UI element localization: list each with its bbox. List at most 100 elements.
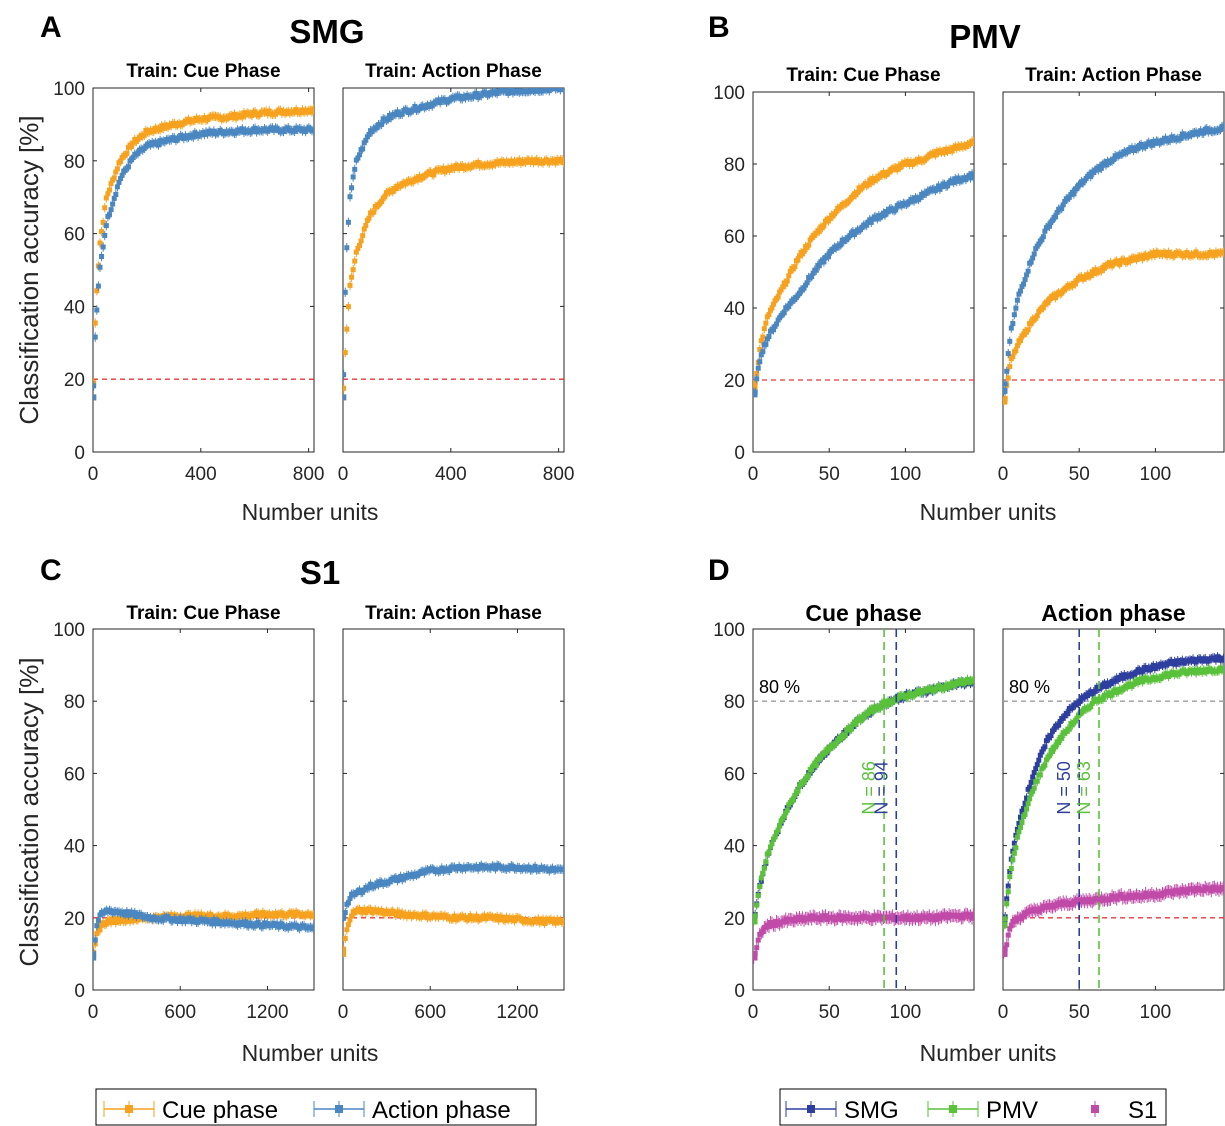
data-point [900, 914, 906, 920]
data-point [905, 694, 911, 700]
data-point [795, 788, 801, 794]
series-pmv [753, 674, 974, 926]
data-point [885, 209, 891, 215]
data-point [1011, 850, 1017, 856]
data-point [1167, 137, 1173, 143]
data-point [118, 176, 124, 182]
x-tick-label: 0 [338, 1002, 349, 1023]
data-point [1005, 375, 1011, 381]
data-point [129, 144, 135, 150]
panel-c-xlabel: Number units [242, 1040, 379, 1066]
data-point [209, 921, 215, 927]
data-point [93, 320, 98, 326]
data-point [350, 174, 356, 180]
data-point [1046, 223, 1052, 229]
x-tick-label: 0 [998, 464, 1009, 485]
y-tick-label: 0 [74, 443, 85, 464]
data-point [809, 916, 815, 922]
data-point [178, 915, 184, 921]
data-point [787, 268, 793, 274]
data-point [971, 911, 974, 917]
y-tick-label: 40 [724, 837, 745, 858]
data-point [1003, 916, 1008, 922]
data-point [1022, 800, 1028, 806]
data-point [1103, 683, 1109, 689]
data-point [303, 128, 309, 134]
y-tick-label: 100 [713, 83, 745, 104]
data-point [766, 312, 772, 318]
data-point [447, 868, 453, 874]
data-point [914, 913, 920, 919]
series-smg [1003, 652, 1224, 928]
data-point [1149, 253, 1155, 259]
data-point [111, 916, 117, 922]
data-point [1069, 283, 1075, 289]
x-tick-label: 50 [819, 464, 840, 485]
data-point [474, 90, 480, 96]
data-point [763, 859, 769, 865]
data-point [493, 866, 499, 872]
data-point [969, 171, 974, 177]
data-point [344, 245, 350, 251]
panel-c-title: S1 [300, 554, 340, 591]
data-point [355, 245, 361, 251]
subplot-title: Cue phase [805, 600, 921, 626]
y-tick-label: 40 [64, 837, 85, 858]
data-point [1034, 778, 1040, 784]
data-point [1092, 267, 1098, 273]
data-point [766, 334, 772, 340]
data-point [369, 129, 375, 135]
plot-area [753, 136, 974, 398]
y-tick-label: 40 [724, 299, 745, 320]
data-point [532, 88, 538, 94]
data-point [129, 909, 135, 915]
data-point [1211, 252, 1217, 258]
subplot-a-cue: Train: Cue Phase 0 20 40 60 80 100 0 400 800 [53, 61, 324, 485]
data-point [1028, 779, 1034, 785]
data-point [363, 222, 369, 228]
data-point [772, 834, 778, 840]
data-point [252, 923, 258, 929]
data-point [233, 130, 239, 136]
data-point [1204, 126, 1210, 132]
data-point [1010, 354, 1016, 360]
data-point [298, 110, 304, 116]
data-point [99, 229, 105, 235]
data-point [760, 334, 766, 340]
data-point [390, 189, 396, 195]
plot-area [343, 860, 564, 957]
data-point [1127, 258, 1133, 264]
data-point [507, 866, 513, 872]
data-point [1014, 343, 1020, 349]
data-point [1163, 135, 1169, 141]
data-point [754, 376, 760, 382]
data-point [1040, 305, 1046, 311]
data-point [343, 950, 347, 957]
x-tick-label: 1200 [246, 1002, 288, 1023]
data-point [908, 159, 914, 165]
data-point [1172, 252, 1178, 258]
data-point [190, 134, 196, 140]
data-point [431, 172, 437, 178]
data-point [1059, 290, 1065, 296]
data-point [1083, 274, 1089, 280]
data-point [1007, 868, 1013, 874]
data-point [132, 910, 138, 916]
data-point [398, 873, 404, 879]
data-point [1065, 711, 1071, 717]
series-cue-phase [93, 104, 314, 401]
x-tick-label: 0 [748, 464, 759, 485]
data-point [1028, 259, 1034, 265]
data-point [423, 911, 429, 917]
data-point [871, 913, 877, 919]
data-point [870, 709, 876, 715]
y-tick-label: 80 [64, 692, 85, 713]
data-point [201, 115, 207, 121]
data-point [1031, 251, 1037, 257]
data-point [868, 219, 874, 225]
data-point [1072, 718, 1078, 724]
series-cue-phase [343, 904, 564, 957]
data-point [838, 736, 844, 742]
data-point [440, 165, 446, 171]
data-point [437, 868, 443, 874]
